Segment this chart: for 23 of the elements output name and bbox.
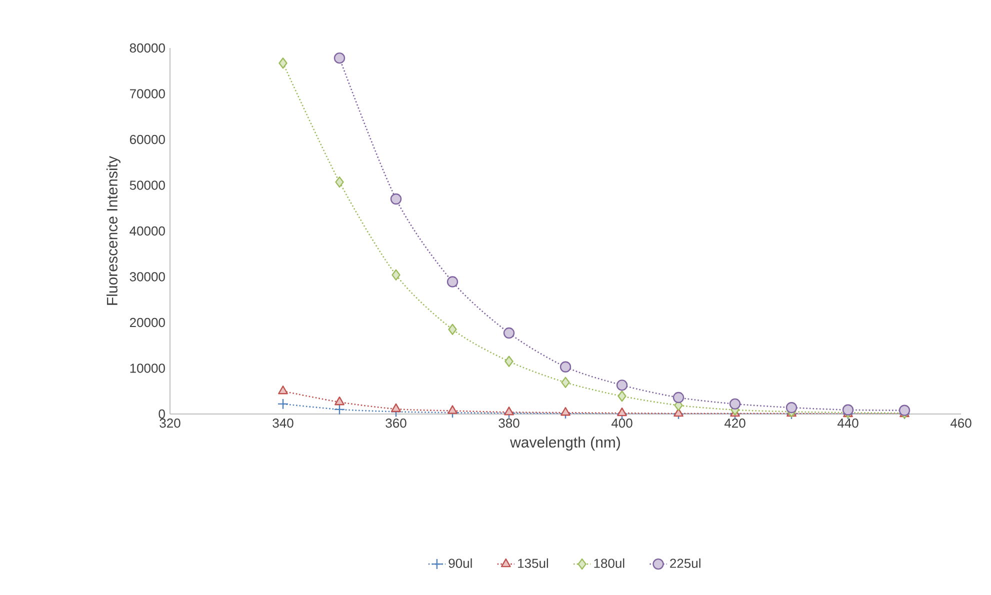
- y-tick-label: 10000: [130, 364, 165, 373]
- x-tick-label: 440: [837, 418, 858, 428]
- x-tick-label: 380: [498, 418, 520, 428]
- legend-label: 135ul: [518, 558, 548, 568]
- y-tick-label: 40000: [130, 226, 165, 236]
- x-tick-label: 340: [272, 418, 294, 428]
- y-tick-label: 60000: [130, 134, 165, 144]
- x-axis-title: wavelength (nm): [510, 436, 620, 451]
- y-tick-label: 30000: [130, 272, 165, 282]
- y-tick-label: 70000: [130, 89, 165, 98]
- legend-label: 90ul: [448, 558, 472, 568]
- legend-label: 225ul: [670, 558, 700, 568]
- y-tick-label: 80000: [130, 43, 165, 53]
- x-tick-label: 400: [611, 418, 632, 428]
- y-axis-title: Fluorescence Intensity: [106, 156, 120, 305]
- x-tick-label: 360: [386, 418, 406, 428]
- x-tick-label: 460: [950, 418, 972, 428]
- y-tick-label: 0: [158, 409, 165, 419]
- y-tick-label: 20000: [130, 318, 165, 328]
- x-tick-label: 420: [724, 418, 746, 428]
- y-tick-label: 50000: [130, 180, 165, 190]
- x-tick-label: 320: [160, 418, 180, 428]
- legend-label: 180ul: [594, 558, 624, 568]
